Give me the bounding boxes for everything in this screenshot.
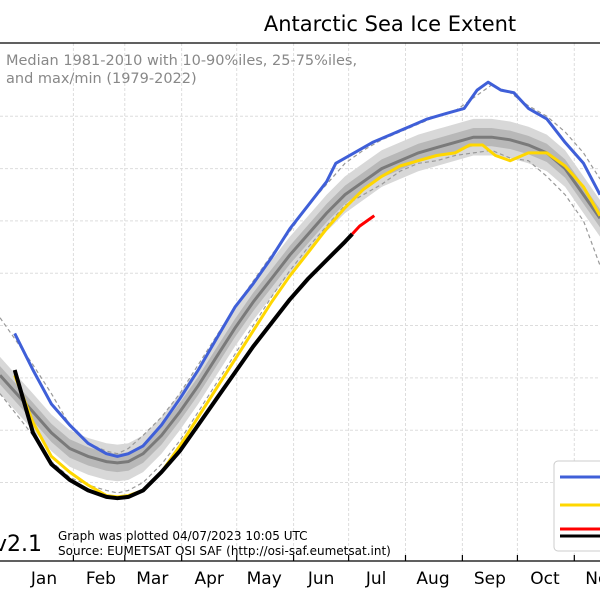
legend <box>553 460 600 552</box>
x-tick-label: Feb <box>86 569 116 589</box>
min-dashed-line <box>0 149 600 494</box>
version-label: v2.1 <box>0 532 42 557</box>
x-tick-label: Jul <box>365 569 387 589</box>
band-25-75 <box>0 128 600 473</box>
x-tick-label: Aug <box>416 569 449 589</box>
series-max-year <box>13 80 600 458</box>
grid <box>0 43 600 561</box>
x-tick-label: Oct <box>530 569 560 589</box>
x-tick-label: May <box>247 569 282 589</box>
x-ticks: Jan Feb Mar Apr May Jun Jul Aug Sep Oct Nov <box>30 555 600 589</box>
x-tick-label: Mar <box>136 569 168 589</box>
chart-title: Antarctic Sea Ice Extent <box>264 12 516 36</box>
band-10-90 <box>0 118 600 482</box>
x-tick-label: Jan <box>30 569 57 589</box>
x-tick-label: Jun <box>307 569 335 589</box>
series-current-year-recent <box>351 214 376 236</box>
subtitle-line-1: Median 1981-2010 with 10-90%iles, 25-75%… <box>6 53 357 69</box>
footnote-line-1: Graph was plotted 04/07/2023 10:05 UTC <box>58 529 308 543</box>
median-line <box>0 135 600 465</box>
x-tick-label: Nov <box>585 569 600 589</box>
footnote-line-2: Source: EUMETSAT OSI SAF (http://osi-saf… <box>58 544 391 558</box>
x-tick-label: Apr <box>194 569 223 589</box>
series-current-year <box>12 232 354 501</box>
series-lines <box>12 80 600 501</box>
x-tick-label: Sep <box>474 569 506 589</box>
subtitle-line-2: and max/min (1979-2022) <box>6 71 197 87</box>
